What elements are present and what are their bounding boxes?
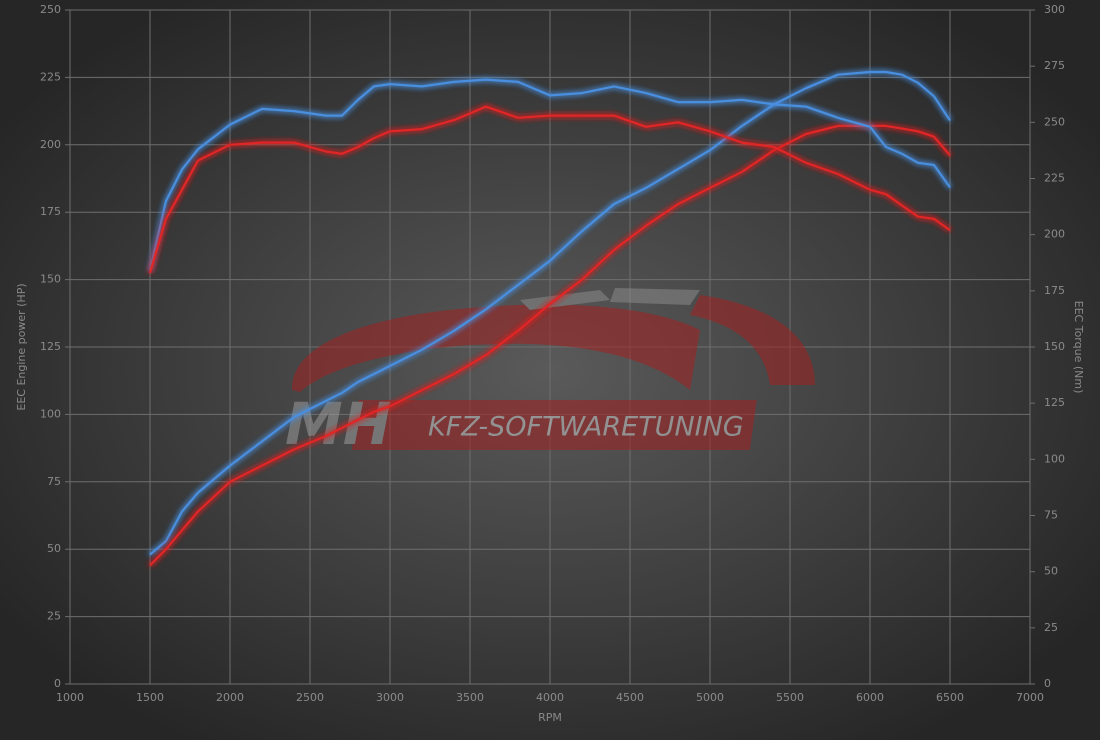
y2-tick-label: 200 bbox=[1044, 228, 1065, 241]
y-tick-label: 150 bbox=[40, 273, 61, 286]
x-tick-label: 5000 bbox=[696, 691, 724, 704]
y2-tick-label: 150 bbox=[1044, 340, 1065, 353]
y2-tick-label: 100 bbox=[1044, 452, 1065, 465]
grid: 1000 1500 2000 2500 3000 3500 4000 4500 5000 5500… bbox=[40, 3, 1065, 704]
series-line bbox=[148, 78, 951, 271]
y-tick-label: 125 bbox=[40, 340, 61, 353]
x-tick-label: 2500 bbox=[296, 691, 324, 704]
watermark-swoosh bbox=[520, 288, 700, 310]
plot bbox=[148, 70, 951, 567]
watermark-swoosh bbox=[291, 304, 700, 392]
x-tick-label: 6000 bbox=[856, 691, 884, 704]
watermark: MH KFZ-SOFTWARETUNING bbox=[285, 288, 815, 458]
y2-tick-label: 75 bbox=[1044, 509, 1058, 522]
y2-tick-label: 250 bbox=[1044, 115, 1065, 128]
y-tick-label: 25 bbox=[47, 610, 61, 623]
y-tick-label: 100 bbox=[40, 407, 61, 420]
series-line bbox=[149, 70, 951, 556]
y2-tick-label: 125 bbox=[1044, 396, 1065, 409]
y2-tick-label: 50 bbox=[1044, 565, 1058, 578]
x-tick-label: 1000 bbox=[56, 691, 84, 704]
watermark-logo: MH bbox=[285, 390, 391, 458]
x-tick-label: 5500 bbox=[776, 691, 804, 704]
y-tick-label: 175 bbox=[40, 205, 61, 218]
y2-axis-label: EEC Torque (Nm) bbox=[1072, 301, 1085, 394]
y2-tick-label: 275 bbox=[1044, 59, 1065, 72]
y2-tick-label: 25 bbox=[1044, 621, 1058, 634]
watermark-band bbox=[351, 400, 757, 450]
x-tick-label: 7000 bbox=[1016, 691, 1044, 704]
x-tick-label: 4500 bbox=[616, 691, 644, 704]
x-axis-label: RPM bbox=[538, 711, 562, 724]
x-tick-label: 3000 bbox=[376, 691, 404, 704]
y-tick-label: 225 bbox=[40, 70, 61, 83]
y2-tick-label: 225 bbox=[1044, 172, 1065, 185]
x-tick-label: 1500 bbox=[136, 691, 164, 704]
y2-tick-label: 0 bbox=[1044, 677, 1051, 690]
x-tick-label: 6500 bbox=[936, 691, 964, 704]
y-tick-label: 0 bbox=[54, 677, 61, 690]
x-tick-label: 3500 bbox=[456, 691, 484, 704]
x-tick-label: 2000 bbox=[216, 691, 244, 704]
y2-tick-label: 175 bbox=[1044, 284, 1065, 297]
y2-tick-label: 300 bbox=[1044, 3, 1065, 16]
y-tick-label: 200 bbox=[40, 138, 61, 151]
series-line bbox=[148, 105, 951, 274]
watermark-swoosh bbox=[690, 295, 815, 385]
watermark-text: KFZ-SOFTWARETUNING bbox=[428, 412, 744, 443]
y-tick-label: 50 bbox=[47, 542, 61, 555]
y-tick-label: 250 bbox=[40, 3, 61, 16]
y-tick-label: 75 bbox=[47, 475, 61, 488]
x-tick-label: 4000 bbox=[536, 691, 564, 704]
y-axis-label: EEC Engine power (HP) bbox=[15, 283, 28, 410]
